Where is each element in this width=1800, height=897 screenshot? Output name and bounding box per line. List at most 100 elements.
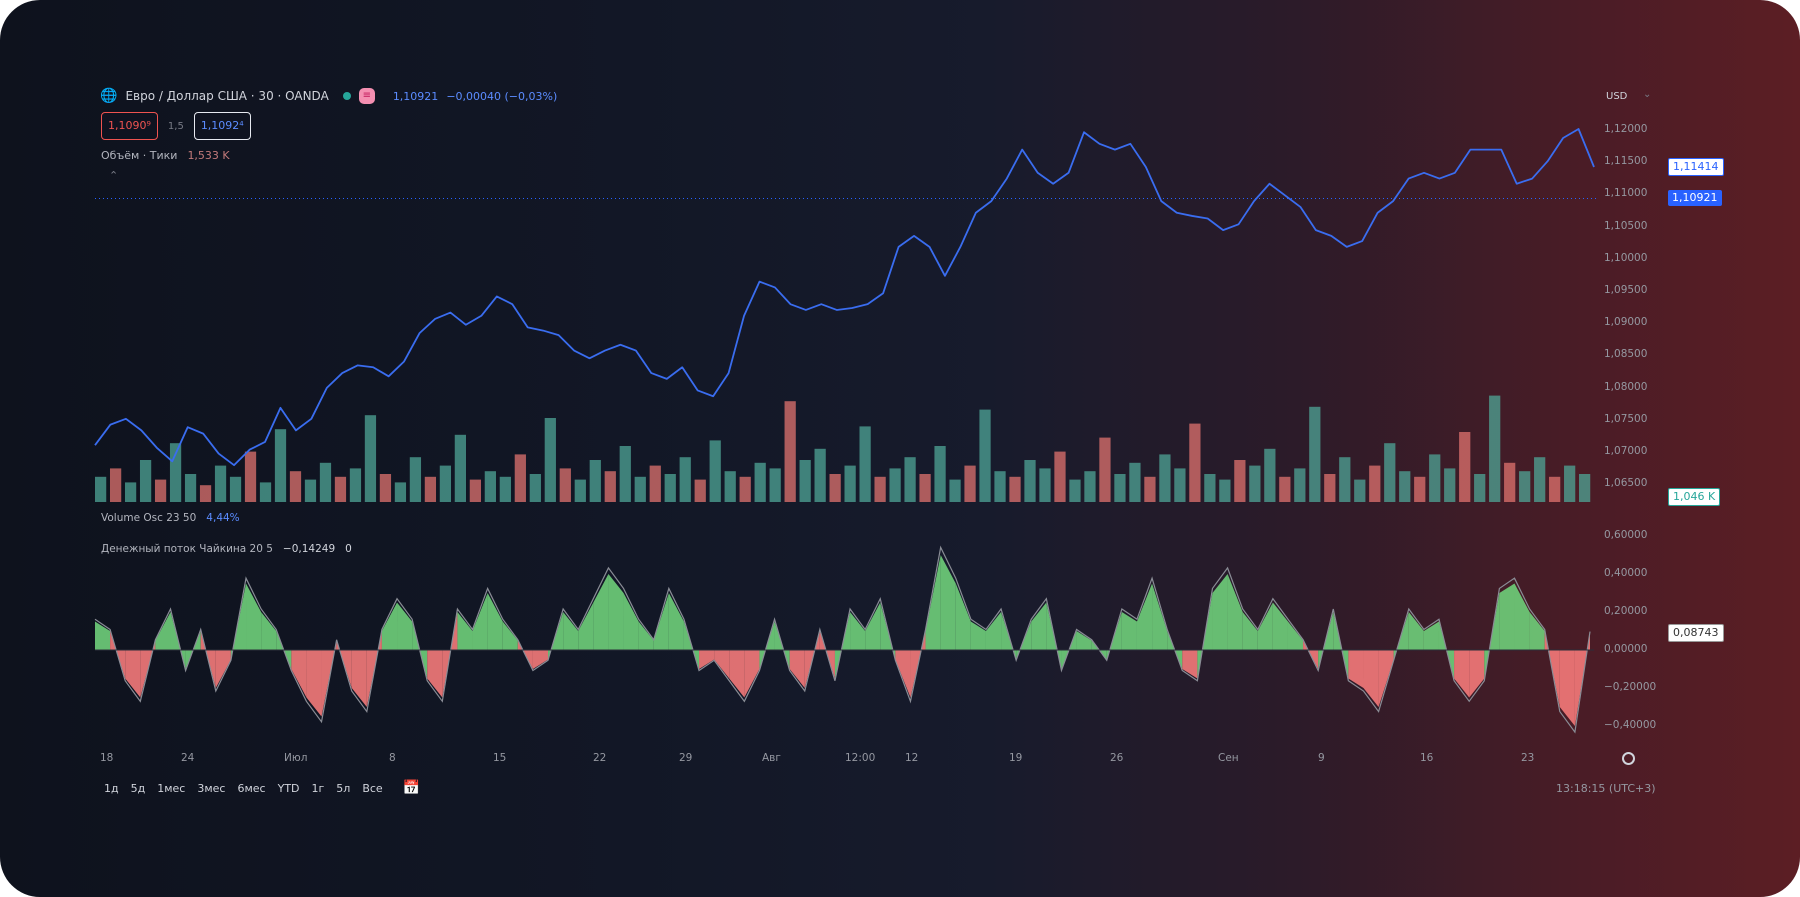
cmf-area-segment [1348, 650, 1364, 688]
cmf-area-segment [246, 583, 262, 650]
volume-osc-legend[interactable]: Volume Osc 23 50 [101, 512, 197, 524]
cmf-area-segment [261, 612, 277, 650]
osc-axis-label: −0,20000 [1604, 681, 1657, 693]
range-button-0[interactable]: 1д [104, 781, 119, 795]
volume-bar [1189, 423, 1201, 502]
sell-button[interactable]: 1,1090⁹ [101, 112, 158, 140]
quote-panel: 1,1090⁹ 1,5 1,1092⁴ [101, 112, 251, 140]
range-button-2[interactable]: 1мес [157, 781, 186, 795]
volume-bar [1339, 457, 1351, 502]
volume-bar [409, 457, 422, 502]
volume-bar [1294, 468, 1306, 502]
volume-bar [1564, 465, 1576, 502]
cmf-area-segment [351, 650, 367, 707]
cmf-price-tag: 0,08743 [1668, 624, 1724, 642]
cmf-value: −0,14249 [282, 543, 336, 555]
range-button-6[interactable]: 1г [311, 781, 325, 795]
clock-timezone[interactable]: 13:18:15 (UTC+3) [1556, 782, 1656, 795]
volume-bar [559, 468, 571, 502]
volume-bar [1219, 479, 1231, 502]
range-button-8[interactable]: Все [362, 781, 383, 795]
currency-label[interactable]: USD [1606, 91, 1628, 102]
symbol-header: 🌐 Евро / Доллар США · 30 · OANDA ≡ 1,109… [100, 88, 557, 104]
volume-bar [319, 462, 332, 502]
buy-button[interactable]: 1,1092⁴ [193, 112, 251, 140]
symbol-title[interactable]: Евро / Доллар США · 30 · OANDA [125, 89, 329, 103]
currency-chevron-down-icon[interactable]: ⌄ [1643, 89, 1652, 100]
cmf-area-segment [850, 612, 866, 650]
range-button-4[interactable]: 6мес [237, 781, 266, 795]
volume-bar [439, 465, 452, 502]
cmf-area-segment [895, 650, 911, 698]
spread-value: 1,5 [167, 120, 184, 132]
volume-bar [499, 476, 511, 502]
volume-bar [424, 476, 437, 502]
cmf-area-segment [970, 621, 986, 650]
volume-bar [724, 471, 736, 502]
volume-bar [904, 457, 916, 502]
volume-bar [1579, 474, 1591, 502]
volume-bar [1519, 471, 1531, 502]
volume-bar [1039, 468, 1051, 502]
price-line [94, 128, 1595, 467]
volume-price-tag: 1,046 K [1668, 488, 1721, 506]
volume-osc-legend-row: Volume Osc 23 50 4,44% [101, 512, 240, 524]
volume-bar [799, 460, 811, 502]
volume-bar [1504, 462, 1516, 502]
collapse-legend-chevron-up-icon[interactable]: ⌃ [109, 169, 119, 182]
price-axis-label: 1,11000 [1604, 187, 1648, 200]
osc-axis-label: 0,00000 [1604, 643, 1648, 655]
cmf-area-segment [1121, 612, 1137, 650]
volume-bar [1024, 460, 1036, 502]
volume-bar [1159, 454, 1171, 502]
time-axis-label: Сен [1218, 752, 1239, 764]
cmf-area-segment [397, 602, 413, 650]
market-open-indicator [342, 92, 351, 100]
volume-bar [709, 440, 721, 502]
volume-legend-title[interactable]: Объём · Тики [101, 149, 178, 162]
cmf-area-segment [1529, 612, 1545, 650]
range-button-7[interactable]: 5л [336, 781, 351, 795]
volume-bar [379, 474, 392, 502]
cmf-area-segment [699, 650, 715, 669]
news-flag-icon[interactable]: ≡ [358, 88, 375, 104]
volume-bar [454, 434, 467, 502]
cmf-legend[interactable]: Денежный поток Чайкина 20 5 [101, 543, 273, 555]
volume-bar [589, 460, 601, 502]
cmf-area-segment [940, 555, 956, 650]
price-axis-label: 1,07000 [1604, 445, 1648, 457]
price-axis-label: 1,10000 [1604, 251, 1648, 264]
cmf-area-segment [1469, 650, 1485, 698]
range-button-1[interactable]: 5д [130, 781, 146, 795]
cmf-area-segment [1227, 574, 1243, 650]
settings-gear-icon[interactable] [1622, 752, 1635, 765]
range-button-5[interactable]: YTD [277, 781, 300, 795]
price-axis-label: 1,08500 [1604, 348, 1648, 361]
cmf-area-segment [1031, 602, 1047, 650]
time-axis-label: 22 [593, 752, 607, 764]
calendar-goto-date-icon[interactable]: 📅 [402, 780, 421, 796]
cmf-line [94, 545, 1591, 734]
time-axis-label: Июл [284, 752, 308, 764]
time-axis-label: 16 [1420, 752, 1434, 764]
volume-bar [679, 457, 691, 502]
volume-bar [1459, 432, 1471, 502]
time-axis-label: 9 [1318, 752, 1325, 764]
volume-osc-value: 4,44% [206, 512, 240, 524]
cmf-area-segment [1454, 650, 1470, 698]
cmf-area-segment [668, 593, 684, 650]
volume-bar [754, 462, 766, 502]
time-axis-label: 12 [905, 752, 919, 764]
volume-bar [874, 476, 886, 502]
volume-bar [184, 474, 197, 502]
range-button-3[interactable]: 3мес [197, 781, 226, 795]
time-axis-label: 12:00 [845, 752, 876, 764]
volume-bar [274, 429, 287, 502]
volume-bar [1489, 395, 1501, 502]
volume-bar [1324, 474, 1336, 502]
cmf-area-segment [215, 650, 231, 688]
volume-bar [304, 479, 317, 502]
time-axis-label: 23 [1521, 752, 1535, 764]
cmf-area-segment [155, 612, 171, 650]
